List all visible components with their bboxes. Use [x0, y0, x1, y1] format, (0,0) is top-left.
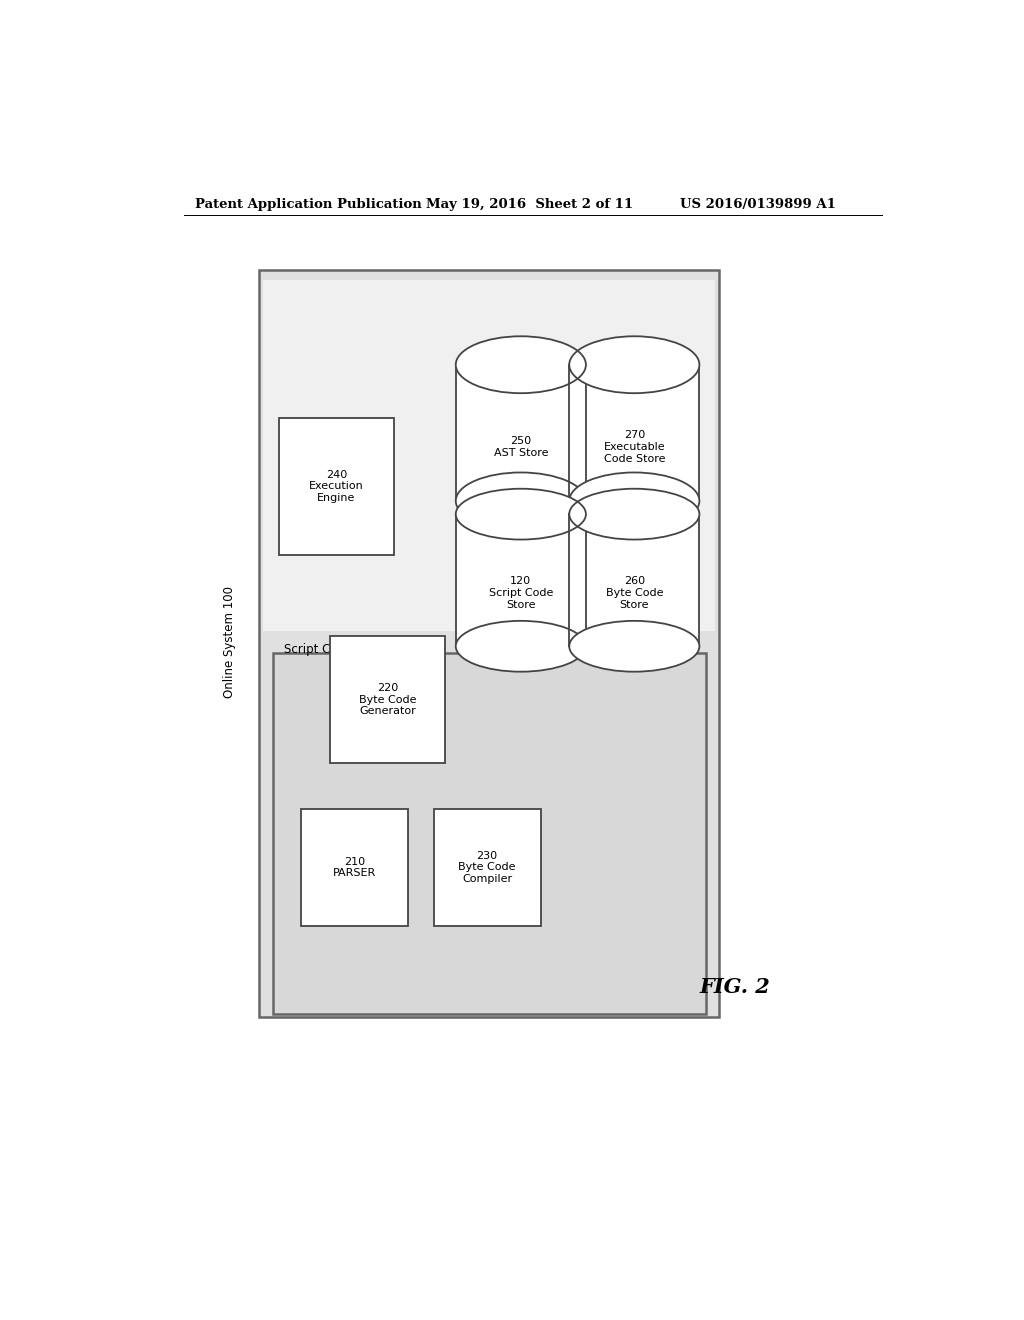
Ellipse shape [456, 337, 586, 393]
Bar [279, 417, 394, 554]
Bar [456, 515, 586, 647]
Ellipse shape [456, 473, 586, 529]
Text: 240
Execution
Engine: 240 Execution Engine [309, 470, 364, 503]
Ellipse shape [456, 488, 586, 540]
Text: FIG. 2: FIG. 2 [699, 977, 770, 997]
Ellipse shape [569, 473, 699, 529]
Bar [331, 636, 445, 763]
Text: 250
AST Store: 250 AST Store [494, 436, 548, 458]
Bar [301, 809, 409, 925]
Text: 120
Script Code
Store: 120 Script Code Store [488, 577, 553, 610]
Bar [569, 515, 699, 647]
Text: 270
Executable
Code Store: 270 Executable Code Store [603, 430, 666, 463]
Ellipse shape [569, 488, 699, 540]
Bar [433, 809, 541, 925]
Ellipse shape [456, 620, 586, 672]
Bar [263, 280, 715, 631]
Text: Online System 100: Online System 100 [223, 586, 237, 698]
Text: Patent Application Publication: Patent Application Publication [196, 198, 422, 211]
Bar [259, 271, 719, 1018]
Bar [273, 653, 706, 1014]
Text: 230
Byte Code
Compiler: 230 Byte Code Compiler [459, 850, 516, 884]
Text: 210
PARSER: 210 PARSER [333, 857, 376, 878]
Text: 260
Byte Code
Store: 260 Byte Code Store [605, 577, 664, 610]
Text: 220
Byte Code
Generator: 220 Byte Code Generator [359, 682, 417, 717]
Text: Script Compiler 110: Script Compiler 110 [285, 643, 402, 656]
Ellipse shape [569, 337, 699, 393]
Bar [456, 364, 586, 500]
Ellipse shape [569, 620, 699, 672]
Text: US 2016/0139899 A1: US 2016/0139899 A1 [680, 198, 836, 211]
Bar [569, 364, 699, 500]
Text: May 19, 2016  Sheet 2 of 11: May 19, 2016 Sheet 2 of 11 [426, 198, 633, 211]
